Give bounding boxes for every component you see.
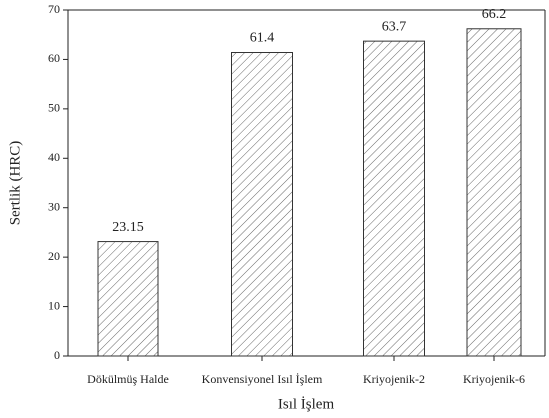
x-tick-label: Kriyojenik-2 — [363, 372, 425, 386]
y-tick-label: 70 — [48, 2, 60, 16]
bar — [466, 28, 522, 357]
y-axis-title: Sertlik (HRC) — [7, 141, 23, 226]
x-tick-label: Dökülmüş Halde — [87, 372, 169, 386]
value-label: 23.15 — [112, 220, 144, 235]
x-tick-label: Konvensiyonel Isıl İşlem — [202, 372, 323, 386]
y-tick-label: 30 — [48, 199, 60, 213]
y-tick-label: 40 — [48, 150, 60, 164]
value-label: 66.2 — [482, 7, 507, 22]
bar — [231, 52, 293, 357]
bar — [363, 40, 425, 357]
x-tick-label: Kriyojenik-6 — [463, 372, 525, 386]
bar — [97, 241, 159, 357]
y-tick-label: 0 — [54, 348, 60, 362]
value-label: 63.7 — [382, 19, 407, 34]
x-axis-title: Isıl İşlem — [278, 396, 335, 412]
y-tick-label: 50 — [48, 101, 60, 115]
y-tick-label: 60 — [48, 51, 60, 65]
value-label: 61.4 — [250, 31, 275, 46]
y-tick-label: 20 — [48, 249, 60, 263]
y-tick-label: 10 — [48, 298, 60, 312]
